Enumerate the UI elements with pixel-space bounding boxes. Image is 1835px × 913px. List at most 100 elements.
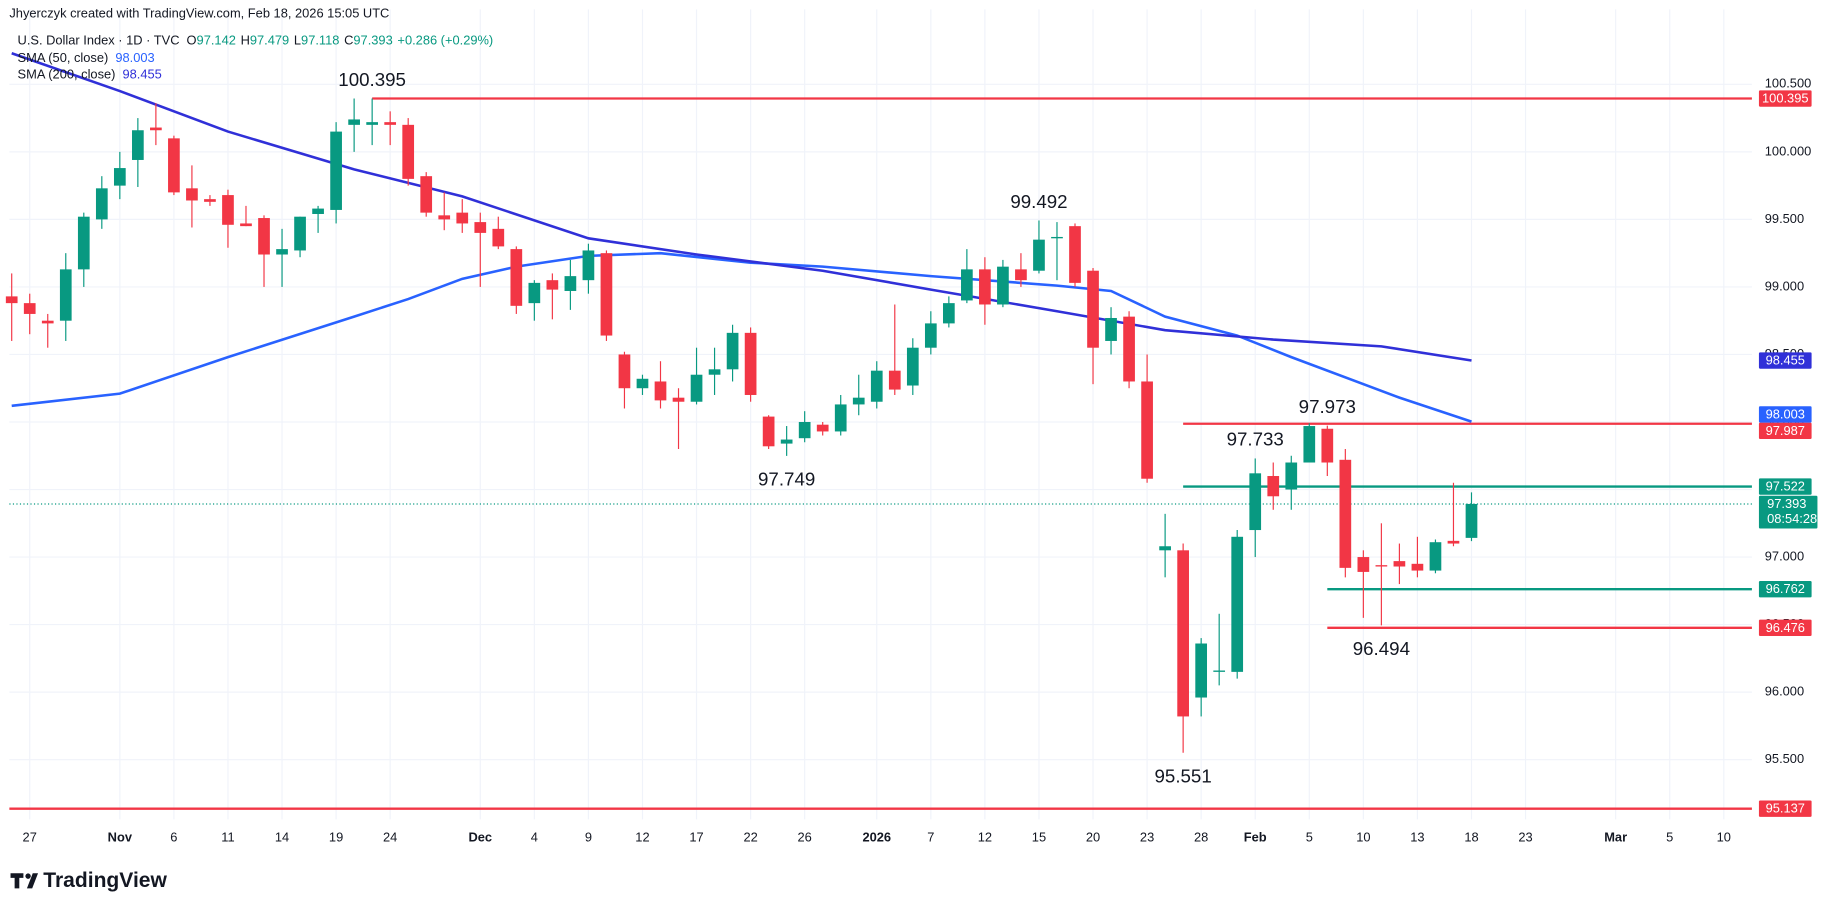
price-tag: 98.455 (1758, 352, 1812, 369)
legend-indicator: SMA (200, close) (18, 66, 116, 81)
x-tick-label: 15 (1032, 829, 1046, 844)
price-tag-label: 97.987 (1766, 423, 1805, 438)
legend-ohlc-value: 97.479 (250, 32, 289, 47)
candle-body (1231, 536, 1244, 672)
header: Jhyerczyk created with TradingView.com, … (9, 5, 389, 20)
candle-body (961, 269, 973, 301)
y-tick-label: 97.000 (1765, 548, 1804, 563)
candle-body (168, 138, 180, 193)
candle-body (1195, 643, 1208, 698)
legend-ohlc-value: 97.142 (197, 32, 236, 47)
last-price-tag-bg (1758, 495, 1818, 529)
legend-symbol: U.S. Dollar Index · 1D · TVC (18, 32, 180, 47)
candle-body (1321, 428, 1334, 463)
candle-body (1375, 565, 1388, 567)
candle-body (23, 303, 36, 314)
candle-body (113, 168, 126, 186)
candle-body (870, 370, 883, 402)
candle-body (474, 222, 487, 233)
candle-body (672, 397, 685, 402)
candle-body (510, 249, 523, 306)
price-tag-label: 96.762 (1766, 581, 1805, 596)
candle-body (438, 215, 451, 220)
candle-body (852, 397, 865, 405)
tags-layer: 100.395 97.987 97.522 96.762 96.476 95.137 98.… (1758, 90, 1818, 817)
annotation: 99.492 (1010, 191, 1067, 212)
candle-body (600, 253, 613, 336)
legend-indicator-value: 98.455 (122, 66, 161, 81)
candle-body (1069, 226, 1081, 283)
candle-body (1357, 557, 1370, 572)
x-tick-label: 27 (23, 829, 37, 844)
x-tick-label: 6 (170, 829, 177, 844)
price-tag-bg (1758, 619, 1812, 637)
candle-body (708, 369, 721, 375)
x-tick-label: 4 (531, 829, 538, 844)
candle-body (1141, 381, 1153, 479)
candle-body (420, 176, 433, 213)
grid-layer: 100.500100.00099.50099.00098.50098.00097… (9, 9, 1811, 844)
candle-body (906, 347, 919, 386)
x-tick-label: 10 (1356, 829, 1370, 844)
candle-body (77, 216, 90, 270)
x-tick-label: 13 (1410, 829, 1424, 844)
price-tag-bg (1758, 422, 1812, 440)
candle-body (330, 131, 342, 210)
logo-mark (10, 873, 24, 889)
candle-body (564, 276, 577, 291)
candle-body (59, 269, 72, 321)
x-tick-label: 18 (1464, 829, 1478, 844)
candle-body (240, 223, 252, 227)
annotation: 96.494 (1353, 638, 1410, 659)
price-tag-label: 96.476 (1766, 620, 1805, 635)
candle-body (762, 416, 775, 447)
x-tick-label: 23 (1140, 829, 1154, 844)
candle-body (1393, 561, 1406, 567)
x-tick-label: 5 (1666, 829, 1673, 844)
candle-body (1033, 239, 1045, 271)
x-tick-label: 7 (927, 829, 934, 844)
candle-body (1087, 270, 1099, 348)
candle-body (1303, 426, 1316, 463)
candle-body (186, 188, 198, 201)
annotation: 100.395 (338, 69, 406, 90)
lines-layer (11, 52, 1472, 423)
legend-ohlc-value: 97.393 (353, 32, 392, 47)
price-tag-bg (1758, 352, 1812, 369)
x-tick-label: Nov (108, 829, 133, 844)
x-tick-label: 14 (275, 829, 289, 844)
candle-body (1015, 269, 1027, 281)
candle-body (222, 195, 234, 225)
x-tick-label: 19 (329, 829, 343, 844)
legend-ohlc-value: 97.118 (301, 32, 339, 47)
price-tag: 96.762 (1758, 581, 1812, 598)
x-tick-label: 11 (221, 829, 234, 844)
candle-body (690, 374, 703, 402)
price-tag-bg (1758, 581, 1812, 598)
candle-body (1177, 550, 1189, 717)
brand-logo: TradingView (10, 869, 168, 892)
candle-body (726, 332, 739, 370)
candle-body (816, 424, 829, 432)
x-tick-label: Dec (468, 829, 492, 844)
annotation: 97.973 (1299, 396, 1356, 417)
sma-line (11, 52, 1472, 362)
candle-body (258, 218, 270, 255)
price-tag-label: 98.455 (1766, 353, 1805, 368)
x-tick-label: 17 (689, 829, 703, 844)
price-tag-bg (1758, 800, 1812, 817)
x-tick-label: 2026 (862, 829, 891, 844)
legend-ohlc-label: H (241, 32, 250, 47)
candle-body (1105, 317, 1117, 341)
price-tag-label: 95.137 (1766, 801, 1805, 816)
y-tick-label: 99.500 (1765, 211, 1804, 226)
price-tag: 95.137 (1758, 800, 1812, 817)
y-tick-label: 96.000 (1765, 684, 1804, 699)
price-tag: 98.003 (1758, 406, 1812, 423)
candle-body (1465, 503, 1478, 538)
candle-body (204, 199, 216, 202)
price-tag: 97.522 (1758, 478, 1812, 495)
candle-body (41, 320, 54, 324)
candle-body (1429, 542, 1442, 571)
